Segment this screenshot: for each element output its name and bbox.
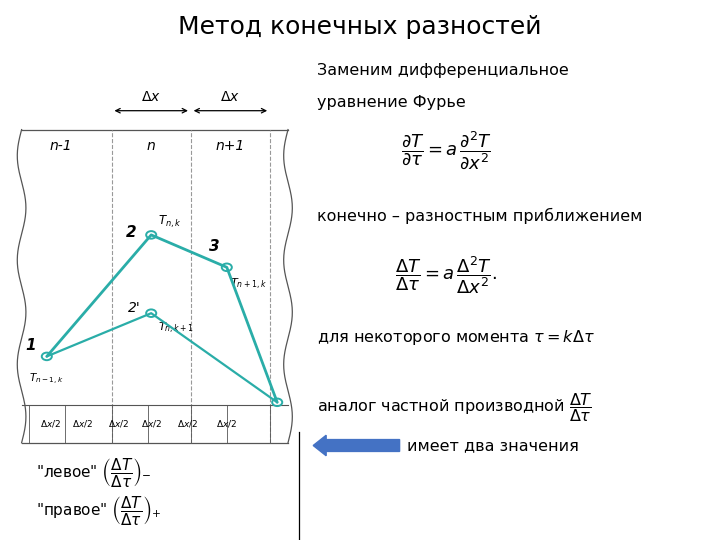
FancyArrow shape <box>313 435 400 456</box>
Text: $\Delta x/2$: $\Delta x/2$ <box>72 418 94 429</box>
Text: 1: 1 <box>26 338 36 353</box>
Text: $T_{n+1,k}$: $T_{n+1,k}$ <box>230 277 267 292</box>
Text: $\Delta x$: $\Delta x$ <box>220 90 240 104</box>
Text: аналог частной производной $\dfrac{\Delta T}{\Delta\tau}$: аналог частной производной $\dfrac{\Delt… <box>317 391 593 424</box>
Text: $\Delta x/2$: $\Delta x/2$ <box>140 418 162 429</box>
Text: n-1: n-1 <box>50 139 73 153</box>
Text: имеет два значения: имеет два значения <box>407 438 579 453</box>
Text: 3: 3 <box>209 239 219 254</box>
Text: 2': 2' <box>127 301 140 315</box>
Text: $\dfrac{\Delta T}{\Delta \tau} = a\,\dfrac{\Delta^2 T}{\Delta x^2}.$: $\dfrac{\Delta T}{\Delta \tau} = a\,\dfr… <box>395 254 498 296</box>
Text: $T_{n,k+1}$: $T_{n,k+1}$ <box>158 321 194 336</box>
Text: $\Delta x/2$: $\Delta x/2$ <box>216 418 238 429</box>
Text: Заменим дифференциальное: Заменим дифференциальное <box>317 63 569 78</box>
Text: $\Delta x/2$: $\Delta x/2$ <box>176 418 198 429</box>
Text: $\Delta x$: $\Delta x$ <box>141 90 161 104</box>
Text: для некоторого момента $\tau = k\Delta\tau$: для некоторого момента $\tau = k\Delta\t… <box>317 328 595 347</box>
Text: "левое" $\left(\dfrac{\Delta T}{\Delta\tau}\right)_{-}$: "левое" $\left(\dfrac{\Delta T}{\Delta\t… <box>36 456 151 489</box>
Text: $T_{n-1,k}$: $T_{n-1,k}$ <box>29 372 63 387</box>
Text: $\dfrac{\partial T}{\partial \tau} = a\,\dfrac{\partial^2 T}{\partial x^2}$: $\dfrac{\partial T}{\partial \tau} = a\,… <box>401 130 492 172</box>
Text: n: n <box>147 139 156 153</box>
Text: Метод конечных разностей: Метод конечных разностей <box>179 15 541 39</box>
Text: "правое" $\left(\dfrac{\Delta T}{\Delta\tau}\right)_{+}$: "правое" $\left(\dfrac{\Delta T}{\Delta\… <box>36 494 161 527</box>
Text: конечно – разностным приближением: конечно – разностным приближением <box>317 208 642 224</box>
Text: $\Delta x/2$: $\Delta x/2$ <box>108 418 130 429</box>
Text: уравнение Фурье: уравнение Фурье <box>317 95 466 110</box>
Text: n+1: n+1 <box>216 139 245 153</box>
Text: 2: 2 <box>126 225 136 240</box>
Text: $\Delta x/2$: $\Delta x/2$ <box>40 418 61 429</box>
Text: $T_{n,k}$: $T_{n,k}$ <box>158 213 182 230</box>
